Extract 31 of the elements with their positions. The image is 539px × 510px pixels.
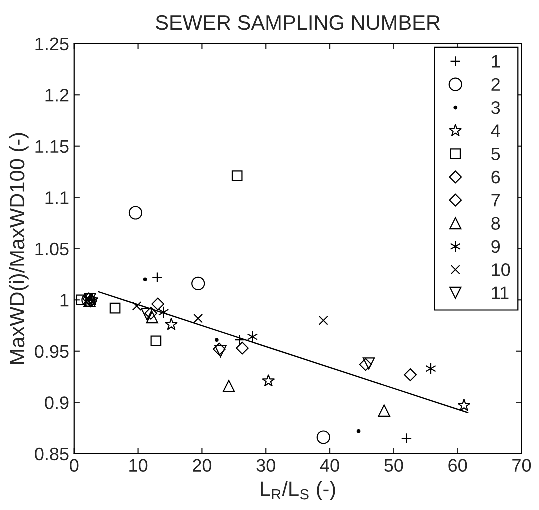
x-tick-label: 70 [512,459,532,472]
y-tick-label: 1.25 [36,38,69,51]
x-tick-label: 20 [193,459,212,472]
y-tick-label: 1 [60,294,69,307]
y-tick-label: 1.2 [46,89,69,102]
y-tick-label: 0.9 [45,396,69,410]
x-tick-label: 60 [448,459,468,472]
legend-label: 4 [491,124,500,138]
legend-label: 9 [492,240,500,254]
x-tick-label: 50 [384,459,404,472]
legend-label: 5 [492,148,500,161]
y-tick-label: 0.85 [35,448,69,461]
y-tick-label: 1.1 [46,192,69,204]
chart-title: SEWER SAMPLING NUMBER [156,15,440,30]
x-tick-label: 30 [256,459,276,472]
y-tick-label: 1.05 [36,242,69,256]
legend-label: 11 [492,286,509,300]
legend-label: 1 [492,55,500,68]
legend-label: 10 [492,264,510,276]
x-tick-label: 10 [130,459,148,472]
legend-label: 8 [492,217,500,230]
x-tick-label: 40 [320,459,340,472]
y-axis-title: MaxWD(i)/MaxWD100 (-) [9,133,29,364]
x-tick-label: 0 [70,459,79,472]
legend-label: 7 [492,194,500,207]
y-tick-label: 1.15 [36,140,69,154]
y-tick-label: 0.95 [35,345,69,358]
legend-label: 3 [492,101,500,114]
x-axis-title: L$_{R}$/L$_{S}$ (-) [261,481,336,501]
legend-label: 6 [492,170,500,184]
legend-label: 2 [492,78,500,91]
